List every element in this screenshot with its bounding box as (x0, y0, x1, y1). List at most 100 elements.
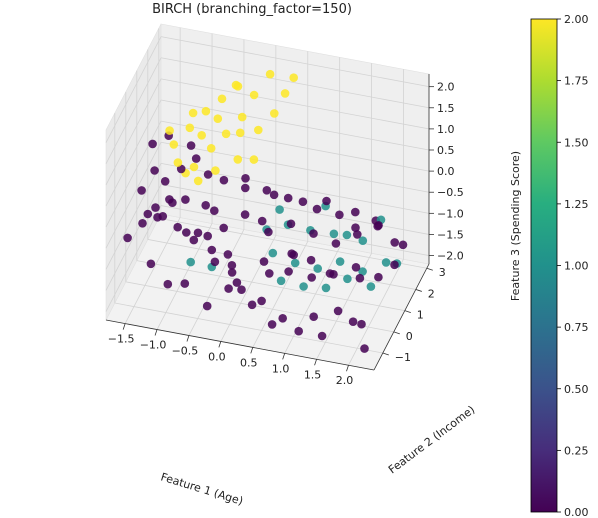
z-tick-label: 2.0 (437, 81, 455, 94)
x-axis-line (105, 319, 375, 371)
grid-line-x-floor (284, 247, 341, 354)
data-point-cluster-1 (358, 267, 367, 276)
data-point-cluster-0 (335, 210, 344, 220)
data-point-cluster-1 (366, 282, 376, 291)
data-point-cluster-0 (160, 177, 170, 186)
data-point-cluster-2 (217, 94, 227, 104)
data-point-cluster-0 (247, 300, 257, 310)
data-point-cluster-0 (143, 209, 153, 219)
data-point-cluster-0 (353, 230, 362, 239)
data-point-cluster-0 (232, 278, 242, 287)
x-tick-mark (122, 323, 126, 330)
y-tick-mark (404, 310, 411, 314)
data-point-cluster-1 (290, 258, 300, 268)
y-tick-label: 2 (428, 287, 435, 300)
grid-line-z-wall (105, 99, 162, 207)
grid-lines (105, 27, 430, 366)
data-point-cluster-2 (237, 112, 247, 122)
data-point-cluster-0 (286, 219, 296, 229)
data-point-cluster-1 (321, 283, 331, 293)
data-point-cluster-2 (253, 125, 263, 135)
data-point-cluster-0 (307, 273, 317, 282)
colorbar-tick-label: 0.75 (564, 321, 589, 334)
data-point-cluster-0 (390, 238, 400, 247)
grid-line-x-floor (220, 235, 277, 342)
data-point-cluster-0 (257, 216, 267, 226)
x-tick-mark (346, 365, 349, 372)
data-point-cluster-0 (351, 207, 360, 217)
data-point-cluster-0 (186, 141, 196, 150)
data-point-cluster-2 (233, 82, 243, 91)
x-tick-label: 1.5 (304, 368, 322, 381)
data-point-cluster-0 (257, 296, 266, 306)
data-point-cluster-0 (284, 267, 293, 276)
data-point-cluster-0 (176, 164, 186, 174)
data-point-cluster-2 (265, 69, 275, 79)
grid-line-z-back (160, 36, 430, 88)
data-point-cluster-2 (193, 176, 203, 186)
grid-line-x-floor (252, 241, 309, 348)
data-point-cluster-0 (137, 186, 146, 195)
data-point-cluster-0 (163, 279, 173, 289)
data-point-cluster-0 (201, 201, 210, 210)
y-tick-label: 0 (406, 330, 413, 343)
data-point-cluster-1 (329, 229, 339, 239)
data-point-cluster-2 (189, 162, 199, 172)
data-point-cluster-0 (283, 193, 293, 203)
colorbar-tick-label: 1.75 (564, 75, 589, 88)
data-point-cluster-0 (207, 245, 217, 255)
x-tick-label: −0.5 (172, 344, 199, 357)
grid-line-z-wall (105, 36, 162, 143)
data-point-cluster-0 (191, 154, 201, 163)
grid-line-z-wall (105, 184, 162, 291)
data-point-cluster-0 (123, 233, 132, 243)
data-point-cluster-0 (181, 195, 190, 204)
data-point-cluster-2 (235, 128, 245, 138)
grid-line-z-wall (105, 205, 162, 312)
grid-line-y-floor (125, 281, 394, 333)
data-point-cluster-1 (268, 248, 278, 258)
data-point-cluster-0 (180, 279, 190, 288)
data-point-cluster-0 (298, 197, 308, 206)
data-point-cluster-0 (317, 331, 327, 341)
data-point-cluster-0 (237, 285, 246, 295)
data-point-cluster-0 (357, 319, 366, 329)
colorbar-tick-label: 2.00 (564, 13, 589, 26)
data-point-cluster-0 (146, 259, 156, 269)
grid-line-z-back (160, 205, 430, 256)
data-point-cluster-0 (241, 183, 250, 193)
colorbar-tick-label: 0.50 (564, 383, 589, 396)
data-point-cluster-1 (276, 276, 286, 286)
x-tick-mark (282, 353, 286, 360)
grid-line-y-floor (136, 260, 405, 312)
x-tick-mark (218, 341, 222, 348)
data-point-cluster-2 (169, 140, 179, 149)
x-tick-mark (154, 329, 158, 336)
data-point-cluster-0 (278, 314, 288, 323)
data-point-cluster-2 (249, 90, 259, 100)
data-point-cluster-0 (210, 206, 219, 215)
axis-panes (105, 23, 430, 371)
data-point-cluster-0 (351, 263, 361, 272)
x-tick-mark (186, 335, 190, 342)
grid-line-x-floor (348, 259, 404, 366)
data-point-cluster-0 (306, 255, 316, 265)
colorbar-tick-label: 1.25 (564, 198, 589, 211)
axis-lines (105, 74, 430, 371)
z-axis-label: Feature 3 (Spending Score) (509, 151, 522, 301)
grid-line-x-floor (156, 223, 213, 330)
grid-line-z-wall (105, 120, 162, 228)
x-tick-mark (314, 359, 317, 366)
data-point-cluster-2 (289, 73, 299, 82)
data-point-cluster-2 (188, 108, 198, 118)
grid-line-z-back (160, 184, 430, 235)
data-point-cluster-0 (168, 198, 177, 207)
data-point-cluster-0 (203, 231, 212, 241)
data-point-cluster-0 (360, 344, 369, 353)
y-tick-label: 3 (439, 266, 446, 279)
grid-line-z-wall (105, 57, 162, 164)
data-point-cluster-0 (309, 312, 319, 322)
data-point-cluster-2 (280, 89, 290, 98)
